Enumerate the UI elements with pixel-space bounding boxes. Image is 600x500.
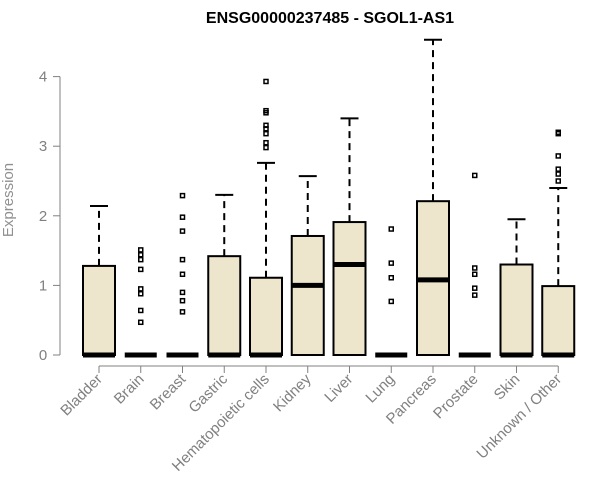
chart-title: ENSG00000237485 - SGOL1-AS1 <box>206 10 454 27</box>
box-bladder <box>82 205 116 358</box>
outlier-point <box>138 307 144 314</box>
outlier-point <box>179 214 186 220</box>
outlier-point <box>263 122 269 129</box>
y-tick-label: 0 <box>39 347 47 364</box>
y-axis: 0 1 2 3 4 <box>39 69 61 364</box>
box-liver <box>332 117 367 356</box>
outlier-point <box>472 265 478 271</box>
y-tick-label: 4 <box>39 69 47 86</box>
box-iqr <box>499 263 534 356</box>
box-breast <box>166 192 199 358</box>
outlier-point <box>555 129 561 136</box>
outlier-point <box>263 139 269 146</box>
x-tick-label: Skin <box>491 371 524 404</box>
outlier-point <box>179 297 186 304</box>
outlier-point <box>138 286 144 292</box>
box-skin <box>499 218 534 358</box>
outlier-point <box>138 256 144 263</box>
x-tick-label: Kidney <box>270 370 315 415</box>
box-iqr <box>290 234 325 356</box>
outlier-point <box>179 228 186 234</box>
outlier-point <box>263 130 269 137</box>
box-iqr <box>332 221 367 356</box>
box-prostate <box>458 172 491 358</box>
outlier-point <box>555 178 561 184</box>
x-tick-label: Lung <box>362 371 398 407</box>
box-kidney <box>290 175 325 356</box>
y-tick-label: 2 <box>39 208 47 225</box>
y-tick-label: 1 <box>39 277 47 294</box>
outlier-point <box>179 309 186 315</box>
outlier-point <box>263 144 269 151</box>
outlier-point <box>263 107 269 114</box>
outlier-point <box>472 292 478 298</box>
box-hematopoietic-cells <box>249 78 283 358</box>
outlier-point <box>179 271 186 278</box>
x-tick-label: Prostate <box>430 371 482 423</box>
y-tick-label: 3 <box>39 138 47 155</box>
outlier-point <box>263 78 269 85</box>
x-tick-label: Brain <box>111 371 148 408</box>
x-tick-label: Bladder <box>57 371 106 420</box>
x-tick-label: Breast <box>147 370 190 413</box>
outlier-point <box>138 252 144 258</box>
outlier-point <box>388 298 394 305</box>
box-iqr <box>207 255 242 356</box>
outlier-point <box>388 226 394 232</box>
plot-area <box>82 38 576 358</box>
outlier-point <box>388 260 394 266</box>
outlier-point <box>472 271 478 278</box>
outlier-point <box>388 274 394 281</box>
outlier-point <box>555 166 561 172</box>
box-pancreas <box>416 38 450 356</box>
outlier-point <box>138 291 144 297</box>
x-tick-label: Liver <box>321 371 356 406</box>
box-iqr <box>82 264 116 356</box>
box-iqr <box>541 285 576 357</box>
outlier-point <box>138 247 144 253</box>
box-brain <box>124 247 157 358</box>
outlier-point <box>179 289 186 296</box>
outlier-point <box>138 319 144 326</box>
outlier-point <box>555 171 561 177</box>
outlier-point <box>472 285 478 291</box>
outlier-point <box>472 172 478 179</box>
outlier-point <box>138 266 144 273</box>
outlier-point <box>179 192 186 199</box>
y-axis-label: Expression <box>0 163 17 237</box>
box-iqr <box>249 276 283 356</box>
outlier-point <box>179 256 186 263</box>
box-unknown-other <box>541 129 576 358</box>
box-gastric <box>207 193 242 358</box>
outlier-point <box>555 153 561 159</box>
box-lung <box>375 226 408 358</box>
